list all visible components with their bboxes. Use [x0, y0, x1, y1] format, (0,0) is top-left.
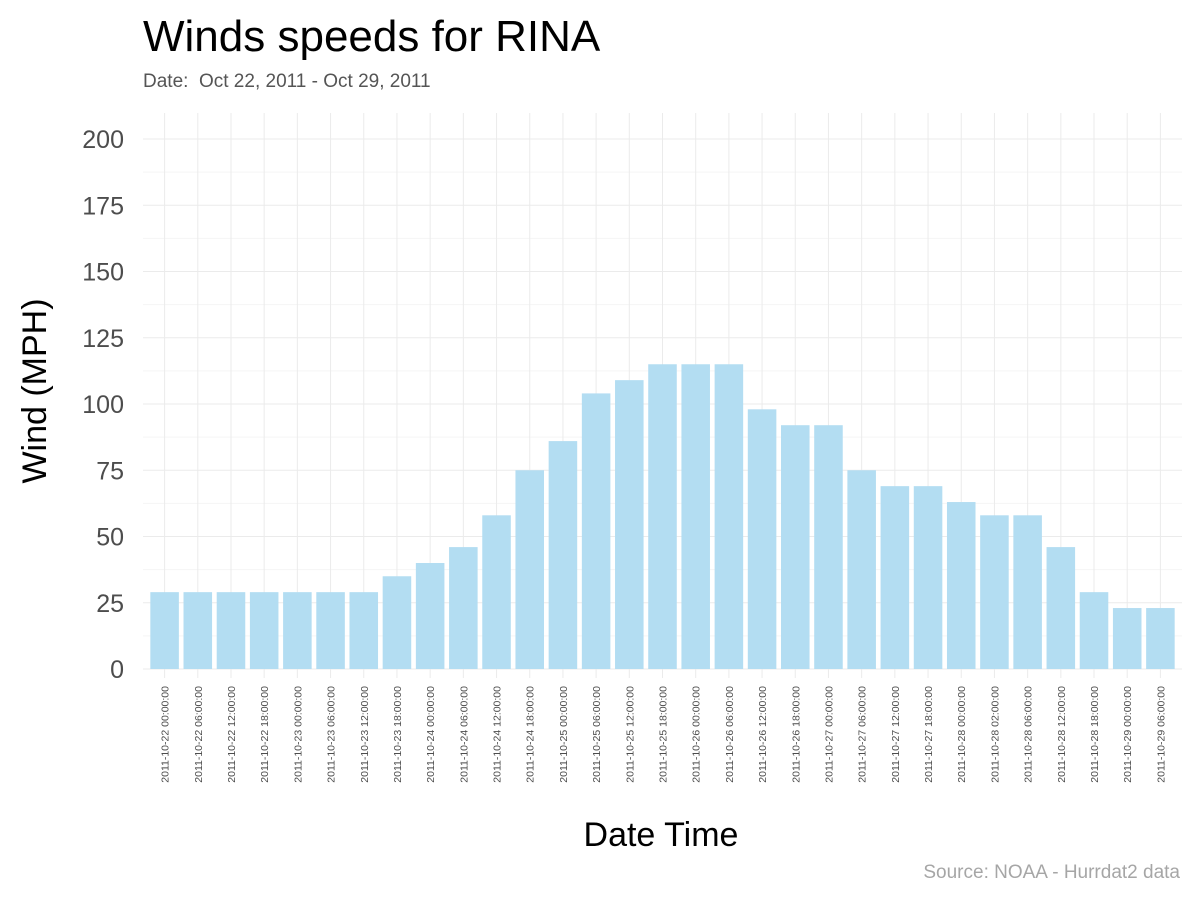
- x-tick-label: 2011-10-24 18:00:00: [525, 686, 537, 783]
- y-tick-label: 200: [82, 126, 124, 154]
- chart-caption: Source: NOAA - Hurrdat2 data: [923, 862, 1180, 883]
- bar: [714, 364, 744, 669]
- bar: [249, 592, 279, 669]
- bar: [1112, 608, 1142, 669]
- x-tick-label: 2011-10-28 02:00:00: [989, 686, 1001, 783]
- chart-title: Winds speeds for RINA: [143, 12, 601, 61]
- x-tick-label: 2011-10-28 00:00:00: [956, 686, 968, 783]
- x-tick-label: 2011-10-28 12:00:00: [1056, 686, 1068, 783]
- bar: [946, 502, 976, 669]
- bar: [150, 592, 179, 669]
- x-axis-ticks: 2011-10-22 00:00:00 2011-10-22 06:00:00 20…: [160, 686, 1168, 783]
- y-tick-label: 125: [82, 325, 124, 353]
- bar: [648, 364, 677, 669]
- bar: [415, 563, 445, 669]
- bar: [316, 592, 345, 669]
- x-tick-label: 2011-10-27 18:00:00: [923, 686, 935, 783]
- y-axis-title: Wind (MPH): [16, 298, 54, 483]
- x-tick-label: 2011-10-27 12:00:00: [890, 686, 902, 783]
- y-tick-label: 150: [82, 259, 124, 287]
- x-tick-label: 2011-10-29 00:00:00: [1122, 686, 1134, 783]
- bar: [747, 409, 777, 669]
- y-tick-label: 100: [82, 391, 124, 419]
- x-tick-label: 2011-10-23 18:00:00: [392, 686, 404, 783]
- bar: [515, 470, 544, 669]
- x-axis-title: Date Time: [584, 816, 739, 854]
- x-tick-label: 2011-10-27 00:00:00: [823, 686, 835, 783]
- bar: [814, 425, 843, 669]
- x-tick-label: 2011-10-25 06:00:00: [591, 686, 603, 783]
- x-tick-label: 2011-10-26 12:00:00: [757, 686, 769, 783]
- bar: [847, 470, 876, 669]
- bar-layer: [150, 364, 1175, 669]
- x-tick-label: 2011-10-22 06:00:00: [193, 686, 205, 783]
- x-tick-label: 2011-10-24 12:00:00: [492, 686, 504, 783]
- x-tick-label: 2011-10-26 18:00:00: [790, 686, 802, 783]
- bar: [216, 592, 246, 669]
- x-tick-label: 2011-10-24 06:00:00: [458, 686, 470, 783]
- y-tick-label: 0: [110, 656, 124, 684]
- bar: [1146, 608, 1175, 669]
- bar: [913, 486, 943, 669]
- y-tick-label: 175: [82, 192, 124, 220]
- y-tick-label: 25: [96, 590, 124, 618]
- x-tick-label: 2011-10-22 00:00:00: [160, 686, 172, 783]
- x-tick-label: 2011-10-28 18:00:00: [1089, 686, 1101, 783]
- x-tick-label: 2011-10-22 18:00:00: [259, 686, 271, 783]
- y-tick-label: 50: [96, 524, 124, 552]
- x-tick-label: 2011-10-26 00:00:00: [691, 686, 703, 783]
- x-tick-label: 2011-10-25 18:00:00: [658, 686, 670, 783]
- bar: [581, 393, 611, 669]
- bar: [1046, 547, 1076, 669]
- bar: [548, 441, 578, 669]
- x-tick-label: 2011-10-24 00:00:00: [425, 686, 437, 783]
- bar: [980, 515, 1009, 669]
- bar: [1079, 592, 1109, 669]
- x-tick-label: 2011-10-23 06:00:00: [326, 686, 338, 783]
- y-axis-ticks: 0 25 50 75 100 125 150 175 200: [82, 126, 124, 684]
- chart-subtitle: Date: Oct 22, 2011 - Oct 29, 2011: [143, 71, 431, 92]
- bar: [681, 364, 710, 669]
- bar: [449, 547, 478, 669]
- bar: [615, 380, 644, 669]
- x-tick-label: 2011-10-25 00:00:00: [558, 686, 570, 783]
- bar: [1013, 515, 1042, 669]
- x-tick-label: 2011-10-22 12:00:00: [226, 686, 238, 783]
- bar: [880, 486, 910, 669]
- bar: [482, 515, 511, 669]
- x-tick-label: 2011-10-26 06:00:00: [724, 686, 736, 783]
- bar: [283, 592, 312, 669]
- x-tick-label: 2011-10-25 12:00:00: [624, 686, 636, 783]
- bar: [183, 592, 213, 669]
- x-tick-label: 2011-10-23 00:00:00: [292, 686, 304, 783]
- bar: [382, 576, 412, 669]
- x-tick-label: 2011-10-27 06:00:00: [857, 686, 869, 783]
- bar: [349, 592, 379, 669]
- x-tick-label: 2011-10-28 06:00:00: [1023, 686, 1035, 783]
- x-tick-label: 2011-10-29 06:00:00: [1155, 686, 1167, 783]
- y-tick-label: 75: [96, 457, 124, 485]
- x-tick-label: 2011-10-23 12:00:00: [359, 686, 371, 783]
- bar: [781, 425, 810, 669]
